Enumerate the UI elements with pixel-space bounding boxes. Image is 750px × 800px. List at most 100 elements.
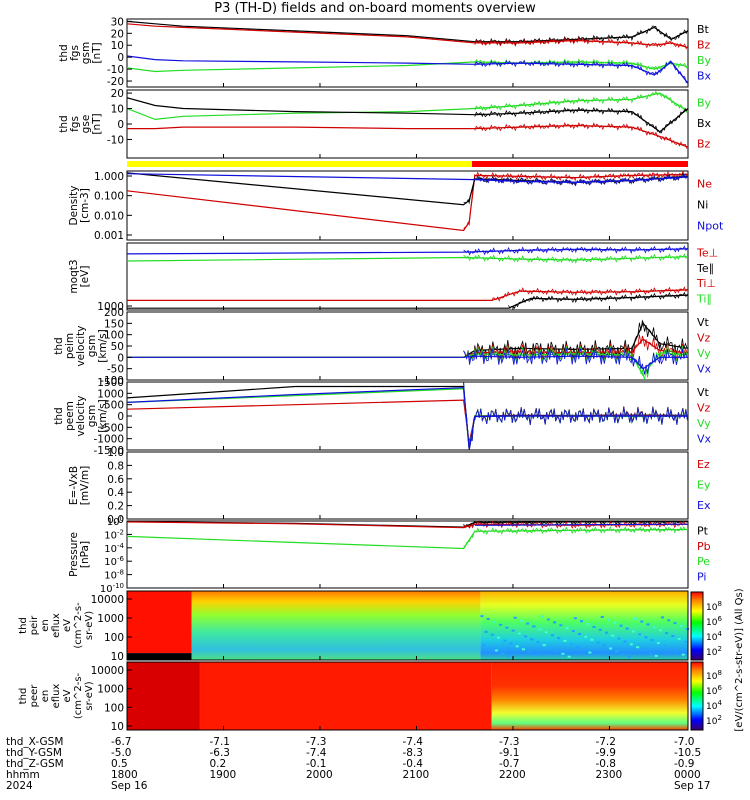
colorbar-top bbox=[690, 591, 704, 661]
ylabel-line: [km/s] bbox=[97, 399, 109, 433]
spec-speckle bbox=[575, 645, 579, 648]
spec-speckle bbox=[611, 634, 615, 637]
ylabel-line: eflux bbox=[51, 684, 62, 709]
spec-speckle bbox=[511, 629, 515, 632]
spec-speckle bbox=[663, 644, 667, 647]
spec-speckle bbox=[553, 621, 557, 624]
spec-speckle bbox=[634, 617, 638, 620]
ytick-label: 1.0 bbox=[107, 447, 124, 459]
ytick-label: 1000 bbox=[97, 684, 124, 696]
spec-speckle bbox=[509, 642, 513, 645]
spec-speckle bbox=[513, 616, 517, 619]
spec-speckle bbox=[619, 624, 623, 627]
ytick-label: 500 bbox=[104, 400, 124, 412]
ylabel-line: fgs bbox=[69, 45, 81, 61]
legend-Bz: Bz bbox=[697, 138, 711, 151]
spec-speckle bbox=[590, 638, 594, 641]
colorbar-tick: 104 bbox=[706, 699, 722, 712]
spec-speckle bbox=[661, 616, 665, 619]
orbit-value: 0.5 bbox=[111, 758, 128, 770]
ylabel-line: (cm^2-s- bbox=[73, 672, 84, 719]
orbit-row-label: thd_Y-GSM bbox=[6, 747, 62, 759]
ylabel-line: [cm-3] bbox=[79, 188, 91, 223]
ytick-label: 1000 bbox=[97, 613, 124, 625]
legend-Pi: Pi bbox=[697, 570, 706, 583]
spec-speckle bbox=[499, 623, 503, 626]
ylabel-line: thd bbox=[18, 688, 29, 705]
legend-Vy: Vy bbox=[697, 417, 711, 430]
legend-Vz: Vz bbox=[697, 401, 711, 414]
spec-speckle bbox=[515, 645, 519, 648]
ylabel-line: Density bbox=[68, 186, 80, 226]
ytick-label: 100 bbox=[107, 515, 124, 528]
ytick-label: 1.000 bbox=[94, 171, 124, 183]
colorbar: 108 106 104 102 108 106 104 102 [eV/(cm^2-s-str-… bbox=[690, 588, 745, 732]
panel-frame bbox=[126, 451, 689, 520]
ytick-label: 200 bbox=[104, 307, 124, 319]
ytick-label: 0.0 bbox=[107, 514, 124, 526]
spec-speckle bbox=[580, 620, 584, 623]
spec-speckle bbox=[625, 627, 629, 630]
ytick-label: -10 bbox=[107, 64, 124, 76]
spec-speckle bbox=[677, 637, 681, 640]
series-Bz bbox=[126, 23, 689, 49]
spec-speckle bbox=[667, 619, 671, 622]
series-Te_perp bbox=[126, 248, 689, 255]
ytick-label: 10 bbox=[111, 651, 124, 663]
spec-speckle bbox=[524, 635, 528, 638]
spec-speckle bbox=[501, 652, 505, 655]
series-Vz bbox=[126, 399, 689, 444]
ytick-label: 0 bbox=[117, 52, 124, 64]
orbit-row-label: thd_X-GSM bbox=[6, 736, 63, 748]
spec-speckle bbox=[507, 655, 511, 658]
spec-speckle bbox=[642, 649, 646, 652]
legend-Te⊥: Te⊥ bbox=[696, 247, 718, 260]
spec-speckle bbox=[640, 620, 644, 623]
ytick-label: 150 bbox=[104, 318, 124, 330]
legend-Bx: Bx bbox=[697, 69, 712, 82]
legend-Bz: Bz bbox=[697, 38, 711, 51]
spec-speckle bbox=[631, 630, 635, 633]
orbit-row-label: hhmm bbox=[6, 769, 40, 781]
orbit-labels: thd_X-GSM -6.7 -7.1 -7.3 -7.4 -7.3 -7.2 -7.0thd… bbox=[6, 736, 711, 792]
spec-speckle bbox=[536, 641, 540, 644]
spec-speckle bbox=[675, 650, 679, 653]
spec-speckle bbox=[526, 622, 530, 625]
orbit-value: -7.1 bbox=[209, 736, 230, 748]
ytick-label: -500 bbox=[100, 422, 124, 434]
spec-speckle bbox=[521, 648, 525, 651]
ytick-label: 0.001 bbox=[94, 230, 124, 242]
ylabel-line: E=-VxB bbox=[68, 466, 80, 505]
ytick-label: 10-6 bbox=[104, 555, 124, 568]
orbit-value: -10.5 bbox=[674, 747, 701, 759]
spec-block bbox=[127, 653, 192, 660]
ylabel-line: eflux bbox=[51, 613, 62, 638]
ytick-label: 0.2 bbox=[107, 501, 124, 513]
colorbar-bottom bbox=[690, 661, 704, 731]
legend-Te∥: Te∥ bbox=[696, 262, 714, 275]
ylabel-line: Pressure bbox=[68, 532, 80, 577]
ylabel-line: thd bbox=[53, 337, 65, 354]
ylabel-line: eV bbox=[62, 689, 73, 702]
orbit-value: -0.9 bbox=[674, 758, 695, 770]
spec-speckle bbox=[638, 633, 642, 636]
spec-speckle bbox=[555, 649, 559, 652]
spec-speckle bbox=[658, 629, 662, 632]
series-Te_par bbox=[126, 256, 689, 262]
spec-speckle bbox=[582, 648, 586, 651]
ytick-label: 10-2 bbox=[104, 528, 124, 541]
ytick-label: 100 bbox=[104, 330, 124, 342]
series-Bx-detail bbox=[474, 59, 688, 84]
spec-speckle bbox=[594, 654, 598, 657]
spec-speckle bbox=[615, 650, 619, 653]
panel-frame bbox=[126, 242, 689, 311]
series-Pi bbox=[474, 523, 689, 526]
colorbar-tick: 106 bbox=[706, 684, 722, 697]
orbit-value: 0.2 bbox=[209, 758, 226, 770]
spec-speckle bbox=[650, 639, 654, 642]
spec-speckle bbox=[652, 626, 656, 629]
spec-speckle bbox=[486, 618, 490, 621]
